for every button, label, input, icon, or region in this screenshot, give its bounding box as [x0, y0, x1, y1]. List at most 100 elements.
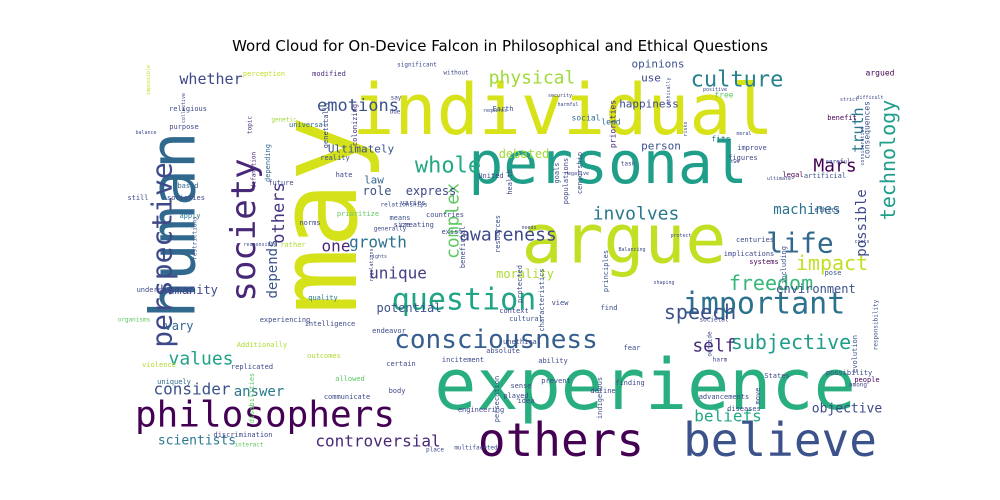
word-exist: exist — [441, 228, 462, 236]
word-humanity: humanity — [160, 283, 218, 297]
word-context: context — [499, 307, 529, 315]
word-experiencing: experiencing — [260, 316, 311, 324]
word-censorship: censorship — [576, 152, 584, 194]
word-may: may — [254, 116, 382, 315]
word-benefit: benefit — [827, 114, 857, 122]
word-countries: countries — [426, 211, 464, 219]
word-colonizing: colonizing — [351, 104, 359, 146]
word-others: others — [269, 182, 289, 243]
word-balancing: Balancing — [618, 247, 645, 253]
word-say: say — [391, 95, 402, 102]
word-religious: religious — [169, 105, 207, 113]
word-answer: answer — [234, 384, 285, 400]
word-impact: impact — [796, 251, 868, 275]
word-perspective: perspective — [146, 162, 179, 347]
word-resources: resources — [494, 215, 502, 253]
word-needs: needs — [521, 225, 536, 231]
word-one: one — [322, 237, 351, 256]
word-universal: universal — [289, 121, 327, 129]
word-evolution: evolution — [851, 335, 859, 373]
word-philosophers: philosophers — [135, 395, 395, 436]
word-argued: argued — [866, 69, 895, 78]
word-interact: interact — [235, 442, 264, 449]
word-consciousness: consciousness — [394, 325, 598, 355]
word-strict: strict — [840, 97, 858, 103]
word-perception: perception — [243, 70, 285, 78]
word-people: people — [854, 376, 879, 384]
word-violence: violence — [142, 361, 176, 369]
word-genetically: genetically — [322, 102, 330, 148]
word-ethics: ethics — [814, 206, 839, 214]
word-view: view — [552, 299, 570, 307]
word-place: place — [426, 447, 444, 454]
word-improve: improve — [737, 144, 767, 152]
word-still: still — [127, 194, 148, 202]
word-health: health — [506, 169, 514, 194]
word-responsibility: responsibility — [873, 299, 880, 350]
word-ultimate: ultimate — [767, 176, 791, 182]
word-ultimately: Ultimately — [328, 143, 395, 156]
word-life: life — [766, 227, 833, 260]
word-artificial: artificial — [804, 172, 846, 180]
word-varies: varies — [400, 199, 425, 207]
word-vary: vary — [165, 319, 194, 333]
word-whole: whole — [415, 154, 481, 179]
word-important: important — [683, 287, 846, 322]
word-protect: protect — [670, 233, 691, 239]
word-costs: costs — [854, 239, 869, 245]
word-regulations: regulations — [369, 248, 375, 281]
word-law: law — [364, 174, 384, 187]
word-possible: possible — [854, 189, 870, 256]
word-norms: norms — [299, 219, 320, 227]
word-personal: personal — [468, 129, 747, 197]
word-believe: believe — [683, 413, 877, 467]
word-disabilities: disabilities — [248, 373, 256, 424]
word-objective: objective — [812, 402, 883, 417]
word-body: body — [389, 387, 406, 395]
word-impossible: impossible — [146, 65, 152, 95]
word-pose: pose — [825, 269, 842, 277]
word-outcomes: outcomes — [307, 352, 341, 360]
word-prioritize: prioritize — [337, 210, 379, 218]
word-ethically: ethically — [666, 77, 672, 104]
word-potential: potential — [376, 301, 441, 315]
word-machines: machines — [773, 202, 840, 218]
word-others: others — [478, 413, 644, 467]
word-involves: involves — [593, 204, 680, 225]
word-lead: lead — [601, 118, 620, 127]
word-organisms: organisms — [118, 317, 151, 324]
word-find: find — [601, 304, 618, 312]
word-reality: reality — [320, 154, 350, 162]
word-mars: Mars — [813, 156, 856, 177]
word-uniquely: uniquely — [157, 378, 191, 386]
word-difficult: difficult — [856, 95, 883, 101]
word-negative: negative — [565, 171, 589, 177]
word-incitement: incitement — [442, 356, 484, 364]
word-whether: whether — [179, 70, 242, 88]
word-among: among — [849, 382, 867, 389]
word-happiness: happiness — [619, 98, 679, 111]
word-modified: modified — [312, 70, 346, 78]
word-engineering: engineering — [458, 406, 504, 414]
word-social: social — [572, 114, 601, 123]
word-absolute: absolute — [486, 347, 520, 355]
word-growth: growth — [349, 233, 407, 252]
word-means: means — [389, 214, 410, 222]
word-technology: technology — [876, 100, 900, 220]
word-values: values — [168, 349, 233, 370]
word-human: human — [137, 132, 210, 319]
word-restrictions: restrictions — [192, 216, 199, 260]
word-outside: outside — [707, 331, 714, 357]
word-additionally: Additionally — [237, 341, 288, 349]
word-task: task — [621, 161, 636, 168]
word-legal: legal — [782, 171, 803, 179]
word-persecution: persecution — [493, 376, 501, 422]
word-apply: apply — [179, 212, 200, 220]
word-define: define — [590, 387, 615, 395]
word-certain: certain — [386, 360, 416, 368]
word-states: States — [764, 372, 789, 380]
word-awareness: awareness — [459, 225, 557, 246]
word-society: society — [224, 158, 264, 301]
word-freedom: freedom — [729, 271, 813, 295]
word-earth: Earth — [492, 105, 513, 113]
